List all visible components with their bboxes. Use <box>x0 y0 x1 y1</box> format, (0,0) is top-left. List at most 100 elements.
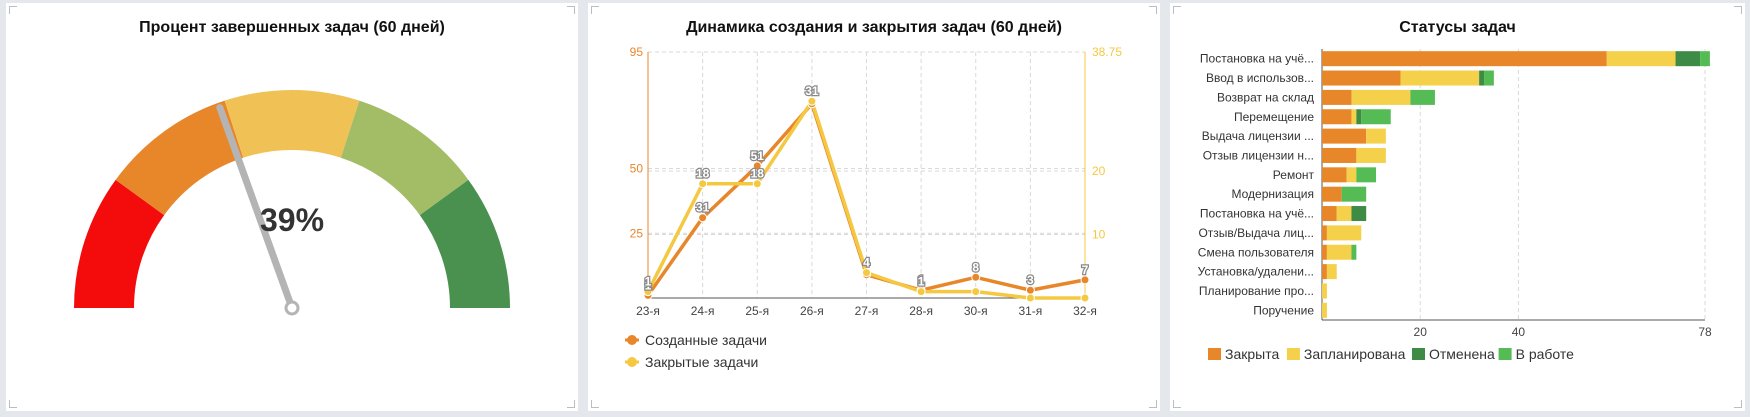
legend-marker <box>627 357 637 367</box>
category-label: Постановка на учё... <box>1200 52 1314 66</box>
category-label: Постановка на учё... <box>1200 207 1314 221</box>
legend-marker <box>1412 348 1425 360</box>
resize-corner-top-right <box>1149 6 1157 14</box>
bar-segment-2 <box>1326 264 1337 280</box>
resize-corner-top-left <box>9 6 17 14</box>
y-left-tick-label: 50 <box>630 162 644 176</box>
data-label: 31 <box>696 201 710 215</box>
bar-segment-4 <box>1356 167 1377 183</box>
bar-segment-1 <box>1322 167 1347 183</box>
series-1-point <box>1025 285 1035 295</box>
resize-corner-top-right <box>567 6 575 14</box>
series-2-point <box>643 287 653 297</box>
resize-corner-top-left <box>1173 6 1181 14</box>
x-tick-label: 30-я <box>964 304 988 318</box>
x-tick-label: 20 <box>1414 325 1428 339</box>
series-1-point <box>1080 275 1090 285</box>
data-label: 1 <box>918 275 925 289</box>
bar-segment-4 <box>1361 109 1391 125</box>
status-panel: Статусы задач 20 40 78 Постановка на учё...… <box>1170 3 1745 411</box>
line-panel: Динамика создания и закрытия задач (60 д… <box>588 3 1160 411</box>
y-left-tick-label: 25 <box>630 226 644 240</box>
bar-segment-1 <box>1322 225 1327 241</box>
bar-segment-1 <box>1322 186 1342 202</box>
bar-segment-3 <box>1356 109 1362 125</box>
status-chart-title: Статусы задач <box>1399 19 1516 36</box>
x-tick-label: 26-я <box>800 304 824 318</box>
legend-label: Закрыта <box>1225 346 1279 362</box>
bar-segment-4 <box>1700 51 1710 67</box>
legend-marker <box>1286 348 1300 360</box>
x-tick-label: 27-я <box>855 304 879 318</box>
series-1-point <box>698 213 708 223</box>
x-tick-label: 32-я <box>1073 304 1097 318</box>
y-left-tick-label: 95 <box>630 45 644 59</box>
legend-label: Созданные задачи <box>645 332 767 348</box>
gauge-band-4 <box>340 100 469 216</box>
bar-segment-2 <box>1606 51 1676 67</box>
bar-segment-2 <box>1351 89 1411 105</box>
gauge-band-2 <box>115 100 244 216</box>
bar-segment-1 <box>1322 244 1327 260</box>
data-label: 1 <box>645 275 652 289</box>
category-label: Планирование про... <box>1199 284 1314 298</box>
bar-segment-2 <box>1326 225 1362 241</box>
bar-segment-2 <box>1400 70 1480 86</box>
bar-segment-2 <box>1326 244 1352 260</box>
bar-segment-1 <box>1322 51 1607 67</box>
resize-handle[interactable] <box>1149 400 1157 408</box>
resize-handle[interactable] <box>567 400 575 408</box>
y-right-tick-label: 20 <box>1092 164 1106 178</box>
bar-segment-1 <box>1322 70 1401 86</box>
status-bar-chart: 20 40 78 Постановка на учё... Ввод в использ… <box>1198 49 1712 362</box>
series-2-point <box>1025 293 1035 303</box>
bar-segment-3 <box>1675 51 1701 67</box>
x-tick-label: 78 <box>1698 325 1712 339</box>
resize-corner-top-right <box>1734 6 1742 14</box>
bar-segment-2 <box>1322 283 1327 299</box>
series-2-point <box>916 287 926 297</box>
x-tick-label: 23-я <box>636 304 660 318</box>
x-tick-label: 28-я <box>909 304 933 318</box>
category-label: Отзыв лицензии н... <box>1203 148 1314 162</box>
bar-segment-1 <box>1322 206 1337 222</box>
line-chart-title: Динамика создания и закрытия задач (60 д… <box>686 19 1062 36</box>
series-1-point <box>752 161 762 171</box>
data-label: 18 <box>751 167 765 181</box>
bar-segment-4 <box>1484 70 1494 86</box>
data-label: 18 <box>696 167 710 181</box>
bar-segment-2 <box>1322 302 1327 318</box>
legend-label: В работе <box>1516 346 1575 362</box>
gauge-title: Процент завершенных задач (60 дней) <box>139 19 445 36</box>
bar-segment-1 <box>1322 147 1357 163</box>
x-tick-label: 25-я <box>745 304 769 318</box>
category-label: Перемещение <box>1234 110 1314 124</box>
series-2-point <box>1080 293 1090 303</box>
series-2-point <box>752 179 762 189</box>
gauge-band-1 <box>74 179 165 308</box>
legend-marker <box>627 335 637 345</box>
series-1-point <box>971 272 981 282</box>
gauge-needle <box>216 104 296 312</box>
category-label: Выдача лицензии ... <box>1202 129 1314 143</box>
data-label: 7 <box>1082 263 1089 277</box>
y-right-tick-label: 10 <box>1092 228 1106 242</box>
category-label: Ремонт <box>1273 168 1315 182</box>
legend-label: Закрытые задачи <box>645 354 758 370</box>
legend-label: Запланирована <box>1304 346 1406 362</box>
resize-corner-bottom-left <box>9 400 17 408</box>
bar-segment-1 <box>1322 128 1367 144</box>
bar-segment-3 <box>1351 206 1367 222</box>
bar-segment-2 <box>1336 206 1352 222</box>
data-label: 1 <box>918 273 925 287</box>
bar-segment-4 <box>1341 186 1367 202</box>
data-label: 8 <box>972 260 979 274</box>
resize-handle[interactable] <box>1734 400 1742 408</box>
gauge-needle-pivot <box>284 300 300 316</box>
bar-segment-3 <box>1479 70 1485 86</box>
gauge-band-3 <box>224 90 360 158</box>
bar-segment-4 <box>1410 89 1435 105</box>
bar-segment-4 <box>1351 244 1357 260</box>
bar-segment-1 <box>1322 89 1352 105</box>
legend-marker <box>1208 348 1221 360</box>
